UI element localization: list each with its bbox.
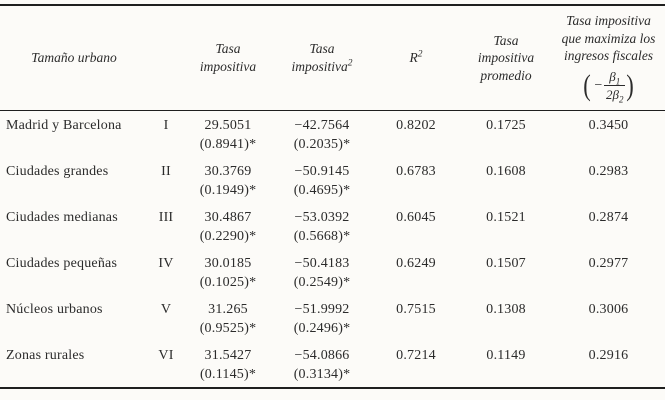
tax-rate-cell: 29.5051 (0.8941)* <box>184 111 272 158</box>
tax-rate-cell: 30.0185 (0.1025)* <box>184 249 272 295</box>
col-header-urban-size: Tamaño urbano <box>0 5 148 111</box>
average-tax-rate-cell: 0.1521 <box>486 210 526 225</box>
table-row-ciudades-grandes: Ciudades grandes II 30.3769 (0.1949)* −50… <box>0 157 665 203</box>
standard-error: (0.4695)* <box>293 183 351 198</box>
coefficient-value: −53.0392 <box>294 210 350 225</box>
paper-table-page: Tamaño urbano Tasa impositiva Tasa impos… <box>0 4 665 389</box>
col-header-tax-rate-squared: Tasa impositiva2 <box>272 5 372 111</box>
tax-rate-cell: 30.3769 (0.1949)* <box>184 157 272 203</box>
row-label: Ciudades pequeñas <box>6 256 118 271</box>
table-row-ciudades-medianas: Ciudades medianas III 30.4867 (0.2290)* −… <box>0 203 665 249</box>
tax-rate-squared-cell: −51.9992 (0.2496)* <box>272 295 372 341</box>
row-group-numeral: I <box>163 118 169 133</box>
coefficient-value: 31.265 <box>208 302 248 317</box>
table-row-nucleos-urbanos: Núcleos urbanos V 31.265 (0.9525)* −51.99… <box>0 295 665 341</box>
col-header-r-squared: R2 <box>372 5 460 111</box>
regression-results-table: Tamaño urbano Tasa impositiva Tasa impos… <box>0 4 665 389</box>
max-header-line1: Tasa impositiva <box>566 13 651 29</box>
fraction-numerator: β1 <box>604 68 626 87</box>
beta-ratio-formula: ( − β1 2β2 ) <box>553 68 664 105</box>
row-label: Núcleos urbanos <box>6 302 103 317</box>
superscript-2: 2 <box>347 58 353 69</box>
r-squared-cell: 0.6783 <box>396 164 436 179</box>
row-label: Ciudades medianas <box>6 210 118 225</box>
coefficient-value: −42.7564 <box>294 118 350 133</box>
standard-error: (0.2496)* <box>293 321 351 336</box>
fraction-denominator: 2β2 <box>605 87 624 105</box>
row-group-numeral: III <box>158 210 174 225</box>
table-row-zonas-rurales: Zonas rurales VI 31.5427 (0.1145)* −54.08… <box>0 341 665 388</box>
coefficient-value: 30.3769 <box>204 164 252 179</box>
tax-rate-cell: 30.4867 (0.2290)* <box>184 203 272 249</box>
tax-rate-cell: 31.5427 (0.1145)* <box>184 341 272 388</box>
row-group-numeral: II <box>161 164 171 179</box>
coefficient-value: 31.5427 <box>204 348 252 363</box>
r-squared-cell: 0.6045 <box>396 210 436 225</box>
standard-error: (0.3134)* <box>293 367 351 382</box>
max-rate-cell: 0.2916 <box>588 348 629 363</box>
row-group-numeral: IV <box>158 256 174 271</box>
col-header-tax-rate: Tasa impositiva <box>184 5 272 111</box>
coefficient-value: 30.0185 <box>204 256 252 271</box>
r-squared-cell: 0.6249 <box>396 256 436 271</box>
minus-sign: − <box>593 77 603 93</box>
max-rate-cell: 0.2983 <box>588 164 629 179</box>
standard-error: (0.1025)* <box>199 275 257 290</box>
col-header-group-numeral <box>148 5 184 111</box>
coefficient-value: −50.4183 <box>294 256 350 271</box>
standard-error: (0.2035)* <box>293 137 351 152</box>
average-tax-rate-cell: 0.1608 <box>486 164 526 179</box>
row-label: Madrid y Barcelona <box>6 118 122 133</box>
tax-rate-squared-cell: −50.9145 (0.4695)* <box>272 157 372 203</box>
max-rate-cell: 0.3450 <box>588 118 629 133</box>
tax-rate-cell: 31.265 (0.9525)* <box>184 295 272 341</box>
col-header-revenue-maximizing-rate: Tasa impositiva que maximiza los ingreso… <box>552 5 665 111</box>
col-header-tax-rate-label: Tasa impositiva <box>199 41 257 74</box>
max-rate-cell: 0.3006 <box>588 302 629 317</box>
col-header-average-tax-rate-label: Tasa impositiva promedio <box>477 32 535 83</box>
coefficient-value: −51.9992 <box>294 302 350 317</box>
row-label: Ciudades grandes <box>6 164 109 179</box>
row-group-numeral: V <box>160 302 172 317</box>
max-rate-cell: 0.2874 <box>588 210 629 225</box>
average-tax-rate-cell: 0.1149 <box>486 348 526 363</box>
tax-rate-squared-cell: −50.4183 (0.2549)* <box>272 249 372 295</box>
superscript-2: 2 <box>417 49 423 60</box>
standard-error: (0.1145)* <box>199 367 257 382</box>
coefficient-value: 30.4867 <box>204 210 252 225</box>
standard-error: (0.1949)* <box>199 183 257 198</box>
open-paren: ( <box>582 69 591 103</box>
tax-rate-squared-cell: −42.7564 (0.2035)* <box>272 111 372 158</box>
average-tax-rate-cell: 0.1308 <box>486 302 526 317</box>
close-paren: ) <box>626 69 635 103</box>
coefficient-value: 29.5051 <box>204 118 252 133</box>
average-tax-rate-cell: 0.1725 <box>486 118 526 133</box>
coefficient-value: −54.0866 <box>294 348 350 363</box>
max-header-line2: que maximiza los <box>561 30 656 46</box>
fraction: β1 2β2 <box>604 68 626 105</box>
table-row-ciudades-pequenas: Ciudades pequeñas IV 30.0185 (0.1025)* −5… <box>0 249 665 295</box>
table-row-madrid-barcelona: Madrid y Barcelona I 29.5051 (0.8941)* −4… <box>0 111 665 158</box>
standard-error: (0.2290)* <box>199 229 257 244</box>
max-header-line3: ingresos fiscales <box>563 48 654 64</box>
r-squared-cell: 0.7214 <box>396 348 436 363</box>
row-group-numeral: VI <box>158 348 174 363</box>
standard-error: (0.9525)* <box>199 321 257 336</box>
max-rate-cell: 0.2977 <box>588 256 629 271</box>
col-header-average-tax-rate: Tasa impositiva promedio <box>460 5 552 111</box>
standard-error: (0.5668)* <box>293 229 351 244</box>
coefficient-value: −50.9145 <box>294 164 350 179</box>
header-row: Tamaño urbano Tasa impositiva Tasa impos… <box>0 5 665 111</box>
average-tax-rate-cell: 0.1507 <box>486 256 526 271</box>
tax-rate-squared-cell: −53.0392 (0.5668)* <box>272 203 372 249</box>
r-squared-cell: 0.8202 <box>396 118 436 133</box>
standard-error: (0.2549)* <box>293 275 351 290</box>
tax-rate-squared-cell: −54.0866 (0.3134)* <box>272 341 372 388</box>
standard-error: (0.8941)* <box>199 137 257 152</box>
col-header-urban-size-label: Tamaño urbano <box>31 50 117 66</box>
r-squared-cell: 0.7515 <box>396 302 436 317</box>
row-label: Zonas rurales <box>6 348 85 363</box>
